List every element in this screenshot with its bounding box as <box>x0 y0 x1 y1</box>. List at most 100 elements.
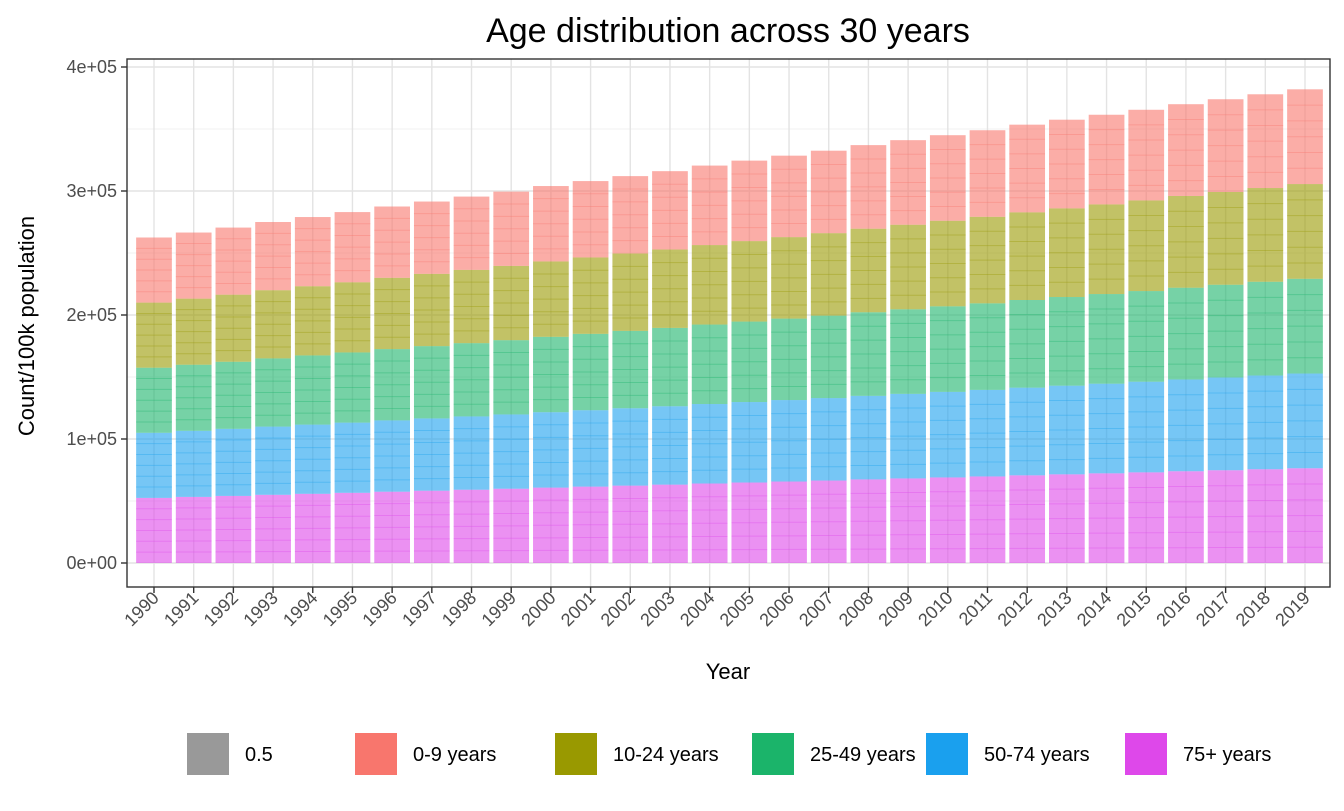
bar-segment <box>969 389 1006 477</box>
bar-segment <box>1128 381 1165 473</box>
bar-segment <box>374 206 410 278</box>
bar-segment <box>1247 469 1284 563</box>
bar-segment <box>294 424 331 494</box>
bar-segment <box>175 496 212 563</box>
y-tick-label: 1e+05 <box>66 429 117 449</box>
bar-segment <box>1049 474 1085 563</box>
x-tick-label: 2002 <box>597 588 639 630</box>
bar-segment <box>1207 284 1244 378</box>
bar-segment <box>810 233 847 316</box>
bar-segment <box>533 186 569 262</box>
legend-label: 10-24 years <box>613 744 719 766</box>
bar-segment <box>334 352 371 423</box>
bar-segment <box>890 140 926 225</box>
y-tick-label: 2e+05 <box>66 305 117 325</box>
x-tick-label: 2007 <box>795 588 837 630</box>
bar-segment <box>810 398 847 481</box>
bar-segment <box>1168 287 1204 380</box>
bar-segment <box>533 336 569 413</box>
bar-segment <box>1049 385 1085 475</box>
bar-segment <box>136 367 172 433</box>
bar-segment <box>969 216 1006 304</box>
bar-segment <box>771 481 807 563</box>
bar-segment <box>493 340 530 415</box>
bar-segment <box>731 160 768 242</box>
bar-segment <box>374 277 410 350</box>
bar-segment <box>215 361 252 429</box>
bar-segment <box>1207 470 1244 563</box>
bar-segment <box>1207 99 1244 192</box>
bar-segment <box>890 224 926 310</box>
bar-segment <box>1049 208 1085 298</box>
bar-segment <box>374 420 410 492</box>
legend-key <box>752 733 794 775</box>
bar-segment <box>612 408 649 486</box>
bar-segment <box>850 479 887 563</box>
x-tick-label: 2018 <box>1232 588 1274 630</box>
legend-key <box>926 733 968 775</box>
legend-label: 0.5 <box>245 744 273 766</box>
bar-segment <box>929 220 966 307</box>
plot-border <box>126 58 1331 588</box>
x-tick-label: 2011 <box>955 588 997 630</box>
x-tick-label: 1991 <box>160 588 202 630</box>
bar-segment <box>1247 188 1284 282</box>
bar-segment <box>929 306 966 392</box>
bar-segment <box>136 432 172 498</box>
bar-segment <box>1128 291 1165 382</box>
bar-segment <box>453 196 490 270</box>
bar-segment <box>810 315 847 399</box>
bar-segment <box>1168 195 1204 288</box>
bar-segment <box>175 232 212 299</box>
bar-segment <box>890 309 926 394</box>
bar-segment <box>413 418 450 491</box>
x-tick-label: 2013 <box>1033 588 1075 630</box>
bar-segment <box>136 302 172 368</box>
x-tick-label: 1996 <box>359 588 401 630</box>
bar-segment <box>929 391 966 478</box>
bar-segment <box>374 349 410 421</box>
bar-segment <box>691 483 728 563</box>
x-tick-label: 2016 <box>1152 588 1194 630</box>
bar-segment <box>572 333 609 411</box>
x-tick-label: 2004 <box>676 588 718 630</box>
x-tick-label: 2003 <box>636 588 678 630</box>
x-tick-label: 1993 <box>239 588 281 630</box>
bar-segment <box>1287 468 1323 563</box>
bar-segment <box>810 150 847 234</box>
bar-segment <box>533 261 569 337</box>
bar-segment <box>652 406 688 485</box>
bar-segment <box>929 477 966 563</box>
bar-segment <box>731 402 768 483</box>
x-tick-label: 1994 <box>279 588 321 630</box>
bar-segment <box>413 346 450 419</box>
bar-segment <box>215 428 252 496</box>
bar-segment <box>850 145 887 229</box>
legend-key <box>1125 733 1167 775</box>
bar-segment <box>572 486 609 563</box>
bar-segment <box>612 253 649 331</box>
bar-segment <box>255 222 291 291</box>
bar-segment <box>294 286 331 356</box>
bar-segment <box>1247 281 1284 376</box>
bar-segment <box>136 237 172 303</box>
bar-segment <box>1287 373 1323 469</box>
x-tick-label: 2014 <box>1073 588 1115 630</box>
bar-segment <box>1247 94 1284 189</box>
bar-segment <box>691 404 728 484</box>
bar-segment <box>533 487 569 563</box>
bar-segment <box>453 269 490 344</box>
bar-segment <box>1088 473 1125 563</box>
bar-segment <box>453 343 490 417</box>
bar-segment <box>731 321 768 403</box>
x-tick-label: 1998 <box>438 588 480 630</box>
x-axis-title: Year <box>706 659 750 684</box>
x-tick-label: 2000 <box>517 588 559 630</box>
bar-segment <box>1088 114 1125 205</box>
x-tick-label: 2012 <box>994 588 1036 630</box>
bar-segment <box>572 410 609 487</box>
bar-segment <box>1009 387 1046 476</box>
x-tick-label: 1995 <box>319 588 361 630</box>
bar-segment <box>652 327 688 407</box>
bar-segment <box>175 364 212 431</box>
